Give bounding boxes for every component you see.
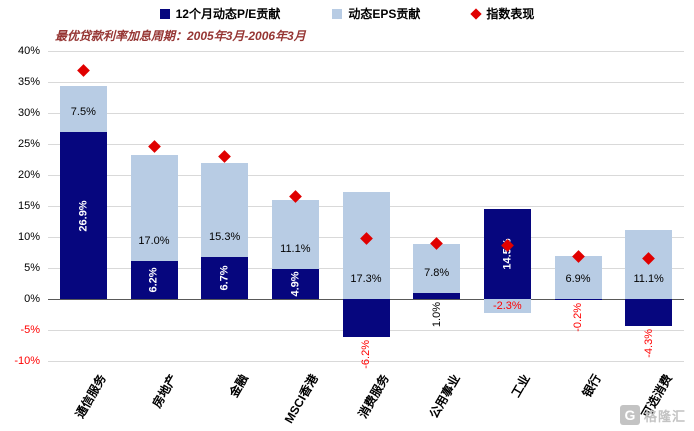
eps-value-label: -2.3% xyxy=(492,300,522,313)
pe-value-label: 4.9% xyxy=(289,271,302,297)
eps-value-label: 6.9% xyxy=(565,273,591,285)
pe-value-label: 14.5% xyxy=(501,238,514,270)
eps-value-label: 15.3% xyxy=(209,231,241,244)
pe-value-label: -6.2% xyxy=(360,340,372,370)
y-tick-label: 20% xyxy=(17,169,40,181)
y-tick-label: 5% xyxy=(24,262,40,274)
gridline xyxy=(48,51,684,52)
gridline xyxy=(48,82,684,83)
eps-bar xyxy=(554,256,602,299)
pe-bar xyxy=(342,299,390,338)
plot-area: 26.9% 7.5% 6.2% 17.0% 6.7% 15.3% 4.9% 11.1% -6.2… xyxy=(48,51,684,369)
eps-value-label: 11.1% xyxy=(633,273,664,285)
y-tick-label: -10% xyxy=(14,355,40,367)
y-tick-label: 35% xyxy=(17,76,40,88)
pe-value-label: -0.2% xyxy=(572,303,584,332)
y-tick-label: 25% xyxy=(17,138,40,150)
eps-value-label: 7.5% xyxy=(70,106,96,119)
eps-bar xyxy=(271,199,319,269)
eps-bar xyxy=(130,155,178,261)
pe-bar xyxy=(554,299,602,301)
gridline xyxy=(48,361,684,362)
legend-item-index: 指数表现 xyxy=(470,5,535,22)
chart-subtitle: 最优贷款利率加息周期：2005年3月-2006年3月 xyxy=(55,29,306,43)
index-performance-marker xyxy=(76,64,90,78)
x-category-label: 工业 xyxy=(509,372,534,400)
diamond-icon xyxy=(470,7,483,20)
gelonghui-logo-icon: G xyxy=(619,405,640,425)
eps-value-label: 11.1% xyxy=(280,242,311,255)
eps-series-swatch xyxy=(332,8,343,19)
pe-bar xyxy=(130,260,178,299)
y-tick-label: 10% xyxy=(17,231,40,243)
x-category-label: 通信服务 xyxy=(73,372,110,421)
pe-bar xyxy=(59,132,107,299)
eps-bar xyxy=(201,162,249,258)
eps-bar xyxy=(342,191,390,299)
x-category-label: 金融 xyxy=(226,372,251,400)
x-category-label: 房地产 xyxy=(149,372,180,411)
y-tick-label: 0% xyxy=(24,293,40,305)
y-axis: 40% 35% 30% 25% 20% 15% 10% 5% 0% -5% -10% xyxy=(0,45,44,367)
legend-label-eps: 动态EPS贡献 xyxy=(348,7,421,21)
pe-bar xyxy=(201,257,249,299)
eps-value-label: 7.8% xyxy=(424,266,450,279)
legend-item-eps: 动态EPS贡献 xyxy=(332,5,420,22)
pe-value-label: 26.9% xyxy=(77,199,90,232)
legend-label-index: 指数表现 xyxy=(486,7,535,21)
eps-value-label: 17.3% xyxy=(350,273,382,285)
gridline xyxy=(48,175,684,176)
x-category-label: 公用事业 xyxy=(426,372,463,421)
legend: 12个月动态P/E贡献 动态EPS贡献 指数表现 xyxy=(0,5,694,22)
pe-value-label: -4.3% xyxy=(642,328,655,358)
pe-bar xyxy=(625,299,673,326)
x-axis: 通信服务 房地产 金融 MSCI香港 消费服务 公用事业 工业 银行 可选消费 xyxy=(48,367,684,431)
pe-bar xyxy=(413,292,461,299)
legend-label-pe: 12个月动态P/E贡献 xyxy=(175,7,281,21)
watermark: G 格隆汇 xyxy=(619,405,686,425)
eps-bar xyxy=(413,244,461,293)
y-tick-label: -5% xyxy=(20,324,40,336)
watermark-text: 格隆汇 xyxy=(643,408,686,424)
pe-bar xyxy=(271,268,319,299)
index-performance-marker xyxy=(218,150,232,163)
y-tick-label: 15% xyxy=(17,200,40,212)
pe-series-swatch xyxy=(159,8,170,19)
eps-bar xyxy=(483,299,531,314)
x-category-label: MSCI香港 xyxy=(282,372,322,426)
legend-item-pe: 12个月动态P/E贡献 xyxy=(159,5,281,22)
eps-value-label: 17.0% xyxy=(138,234,170,247)
pe-value-label: 6.2% xyxy=(147,267,160,293)
y-tick-label: 30% xyxy=(17,107,40,119)
gridline xyxy=(48,113,684,114)
pe-bar xyxy=(483,209,531,299)
pe-value-label: 6.7% xyxy=(218,265,231,291)
pe-value-label: 1.0% xyxy=(430,302,443,328)
y-tick-label: 40% xyxy=(17,45,40,57)
eps-bar xyxy=(59,85,107,133)
x-category-label: 银行 xyxy=(579,372,604,400)
index-performance-marker xyxy=(147,140,161,153)
x-category-label: 消费服务 xyxy=(355,372,392,421)
gridline xyxy=(48,144,684,145)
